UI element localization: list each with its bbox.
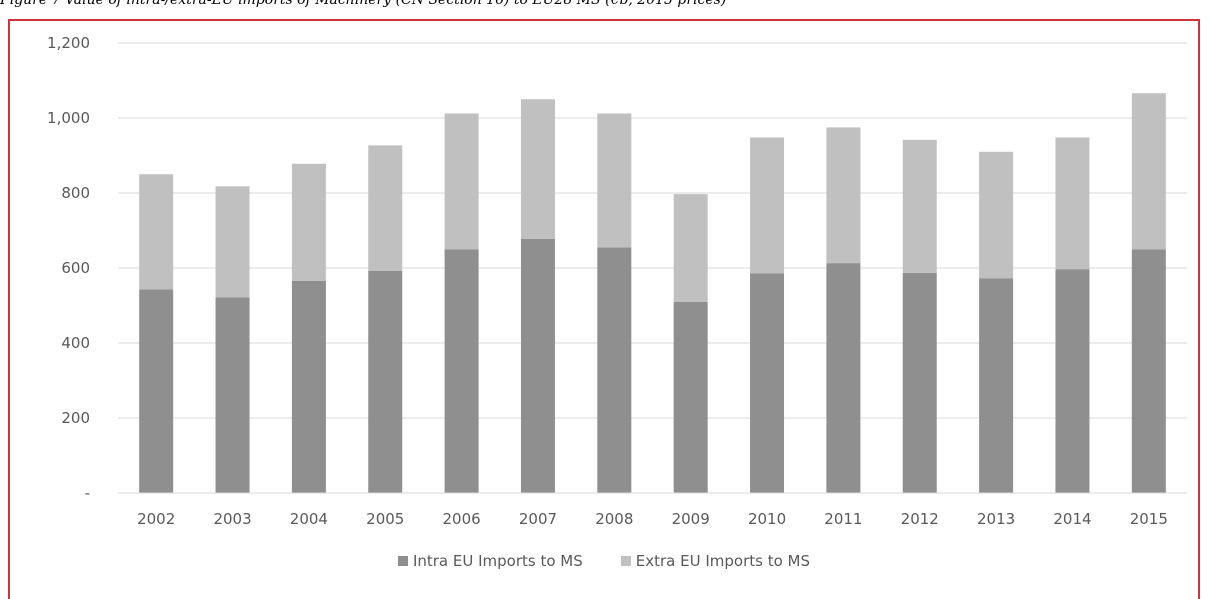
bar-intra-2014 [1055, 269, 1090, 493]
x-tick-label: 2007 [519, 510, 557, 528]
y-tick-label: 400 [61, 334, 90, 352]
bar-extra-2015 [1131, 93, 1166, 250]
bar-extra-2006 [444, 113, 479, 250]
bar-extra-2012 [902, 139, 937, 273]
bar-extra-2003 [215, 186, 250, 298]
bar-extra-2013 [979, 151, 1014, 279]
y-tick-label: 600 [61, 259, 90, 277]
bar-extra-2007 [520, 99, 555, 239]
bar-extra-2010 [750, 137, 785, 274]
x-tick-label: 2008 [595, 510, 633, 528]
x-tick-label: 2002 [137, 510, 175, 528]
stacked-bar-chart: - 200 400 600 800 1,000 1,200 2002 2003 2004 2005 2… [47, 34, 1187, 528]
bar-intra-2009 [673, 301, 708, 493]
bar-intra-2011 [826, 263, 861, 493]
bar-extra-2002 [139, 174, 174, 290]
bar-extra-2005 [368, 145, 403, 271]
x-tick-label: 2009 [672, 510, 710, 528]
x-tick-label: 2004 [290, 510, 328, 528]
x-tick-label: 2013 [977, 510, 1015, 528]
legend-item: Intra EU Imports to MS [397, 552, 583, 570]
x-tick-label: 2005 [366, 510, 404, 528]
bar-extra-2008 [597, 113, 632, 248]
bar-extra-2014 [1055, 137, 1090, 270]
legend-label: Intra EU Imports to MS [412, 552, 583, 570]
bar-intra-2012 [902, 272, 937, 493]
chart-frame [8, 19, 1200, 599]
bar-intra-2013 [979, 278, 1014, 493]
chart-legend: Intra EU Imports to MS Extra EU Imports t… [0, 552, 1208, 570]
legend-swatch [397, 556, 408, 566]
x-tick-label: 2012 [901, 510, 939, 528]
legend-label: Extra EU Imports to MS [635, 552, 811, 570]
x-tick-label: 2003 [213, 510, 251, 528]
x-tick-label: 2010 [748, 510, 786, 528]
legend-item: Extra EU Imports to MS [620, 552, 811, 570]
y-tick-label: 1,000 [47, 109, 90, 127]
bar-intra-2010 [750, 273, 785, 493]
bar-intra-2005 [368, 271, 403, 493]
bar-extra-2011 [826, 127, 861, 264]
x-tick-label: 2015 [1130, 510, 1168, 528]
legend-swatch [620, 556, 631, 566]
y-tick-label: - [85, 484, 90, 502]
bar-extra-2009 [673, 194, 708, 302]
y-tick-label: 200 [61, 409, 90, 427]
x-tick-label: 2014 [1053, 510, 1091, 528]
bar-intra-2015 [1131, 249, 1166, 493]
bar-intra-2003 [215, 297, 250, 493]
bar-intra-2004 [291, 280, 326, 493]
bar-intra-2002 [139, 289, 174, 493]
bar-extra-2004 [291, 163, 326, 281]
x-tick-label: 2006 [443, 510, 481, 528]
y-tick-label: 1,200 [47, 34, 90, 52]
bar-intra-2007 [520, 238, 555, 493]
x-tick-label: 2011 [824, 510, 862, 528]
bar-intra-2008 [597, 247, 632, 493]
y-tick-label: 800 [61, 184, 90, 202]
figure-caption: Figure 7 Value of intra-/extra-EU import… [0, 0, 727, 8]
bar-intra-2006 [444, 249, 479, 493]
